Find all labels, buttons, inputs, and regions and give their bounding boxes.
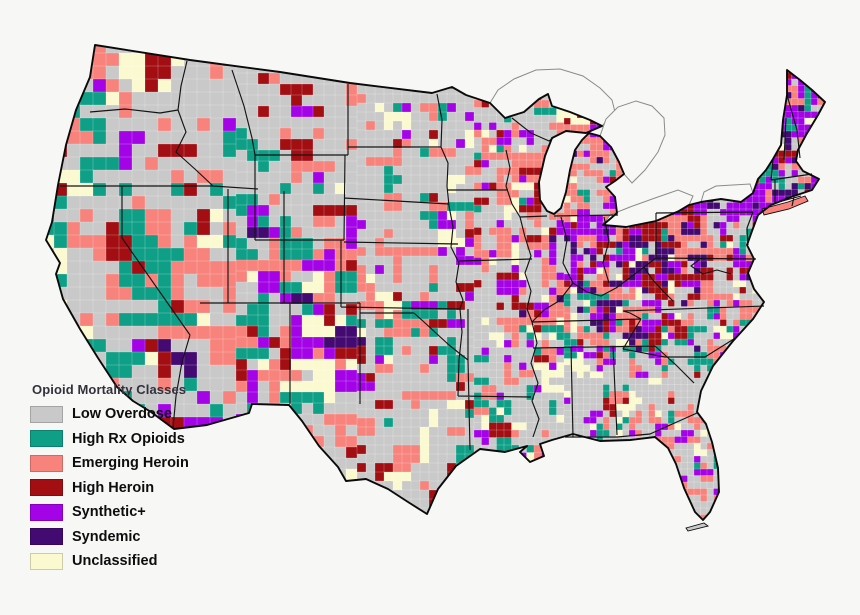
legend-item: Low Overdose: [30, 402, 260, 427]
legend-item: High Rx Opioids: [30, 427, 260, 452]
legend-swatch: [30, 405, 63, 423]
legend-item-label: Emerging Heroin: [72, 455, 189, 472]
legend-item-label: Low Overdose: [72, 406, 172, 423]
legend-item: Emerging Heroin: [30, 451, 260, 476]
legend-item: Synthetic+: [30, 500, 260, 525]
legend-item: Syndemic: [30, 525, 260, 550]
legend-item: High Heroin: [30, 476, 260, 501]
legend-title: Opioid Mortality Classes: [32, 382, 187, 397]
map-legend: Opioid Mortality Classes Low Overdose Hi…: [30, 382, 260, 574]
legend-swatch: [30, 479, 63, 497]
legend-item-label: High Rx Opioids: [72, 430, 185, 447]
legend-swatch: [30, 454, 63, 472]
legend-swatch: [30, 528, 63, 546]
legend-item-label: Unclassified: [72, 553, 158, 570]
legend-swatch: [30, 430, 63, 448]
legend-item-label: Synthetic+: [72, 504, 146, 521]
legend-item: Unclassified: [30, 549, 260, 574]
legend-swatch: [30, 503, 63, 521]
legend-item-label: High Heroin: [72, 479, 155, 496]
legend-item-label: Syndemic: [72, 528, 141, 545]
legend-swatch: [30, 552, 63, 570]
